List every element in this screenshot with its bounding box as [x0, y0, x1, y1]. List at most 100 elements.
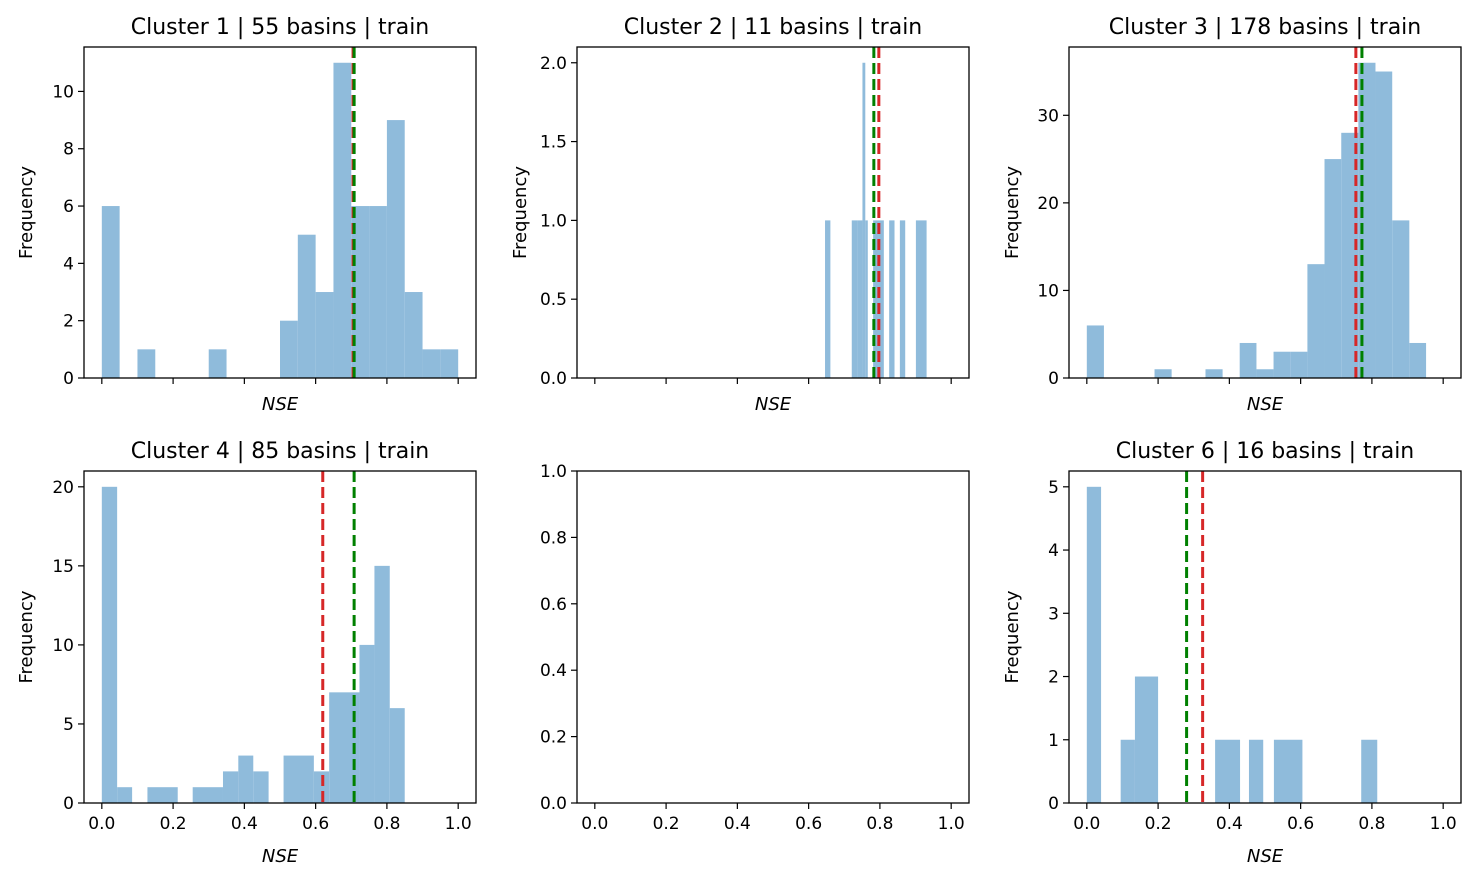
subplot-5: 0.0 0.2 0.4 0.6 0.8 1.0 0.0 0.2 0.4 0.6 0.8 1.0: [540, 462, 970, 834]
y-tick-label: 2: [1048, 668, 1059, 688]
histogram-bar: [1392, 220, 1410, 378]
histogram-bar: [313, 771, 330, 803]
y-tick-label: 20: [1037, 194, 1059, 214]
histogram-bar: [862, 62, 866, 378]
histogram-bar: [865, 220, 868, 378]
plot-area: [825, 47, 927, 378]
histogram-bar: [315, 292, 334, 378]
histogram-bar: [1307, 264, 1325, 378]
x-tick-label: 0.4: [724, 814, 751, 834]
y-tick-label: 2.0: [540, 54, 567, 74]
axes-frame: [1068, 470, 1462, 804]
histogram-bar: [1273, 351, 1291, 378]
y-tick-label: 5: [63, 715, 74, 735]
y-axis-label: Frequency: [1002, 590, 1023, 683]
y-tick-label: 10: [1037, 281, 1059, 301]
histogram-bar: [825, 220, 831, 378]
x-tick-label: 0.0: [581, 814, 608, 834]
histogram-bar: [1409, 342, 1427, 378]
histogram-bar: [238, 755, 254, 803]
histogram-bar: [253, 771, 269, 803]
x-tick-label: 0.8: [866, 814, 893, 834]
y-tick-label: 8: [63, 140, 74, 160]
histogram-bar: [1134, 676, 1159, 803]
histogram-bar: [1273, 739, 1303, 803]
histogram-bar: [192, 787, 223, 803]
x-tick-label: 1.0: [445, 814, 472, 834]
histogram-bar: [137, 349, 156, 378]
y-axis-label: Frequency: [16, 590, 37, 683]
x-axis-label: NSE: [262, 846, 299, 867]
y-tick-label: 1.0: [540, 462, 567, 482]
x-tick-label: 0.6: [1287, 814, 1314, 834]
axes-frame: [83, 470, 477, 804]
y-tick-label: 0.4: [540, 661, 567, 681]
subplot-4: 0.0 0.2 0.4 0.6 0.8 1.0 0 5 10 15 20 Cluster 4 | 85…: [16, 439, 477, 867]
y-axis-label: Frequency: [16, 166, 37, 259]
x-tick-label: 0.8: [373, 814, 400, 834]
subplot-1: 0 2 4 6 8 10 Cluster 1 | 55 basins | train NSE F…: [16, 15, 477, 415]
x-axis-label: NSE: [1247, 394, 1284, 415]
x-tick-label: 0.4: [231, 814, 258, 834]
y-tick-label: 20: [52, 478, 74, 498]
histogram-bar: [1375, 71, 1393, 378]
x-tick-label: 1.0: [938, 814, 965, 834]
histogram-bar: [1086, 325, 1104, 378]
x-tick-label: 0.2: [653, 814, 680, 834]
y-tick-label: 4: [63, 254, 74, 274]
plot-area: [101, 47, 459, 378]
histogram-bar: [851, 220, 858, 378]
x-tick-label: 1.0: [1430, 814, 1457, 834]
x-tick-label: 0.6: [795, 814, 822, 834]
histogram-bar: [359, 644, 375, 803]
axes-frame: [1068, 46, 1462, 379]
histogram-bar: [1358, 62, 1376, 378]
x-tick-label: 0.6: [302, 814, 329, 834]
histogram-bar: [1361, 739, 1378, 803]
histogram-bar: [1215, 739, 1241, 803]
histogram-bar: [374, 565, 390, 803]
x-tick-label: 0.0: [88, 814, 115, 834]
y-tick-label: 3: [1048, 604, 1059, 624]
x-tick-label: 0.0: [1073, 814, 1100, 834]
subplot-title: Cluster 6 | 16 basins | train: [1116, 439, 1415, 464]
histogram-bar: [878, 220, 884, 378]
histogram-bar: [899, 220, 906, 378]
histogram-bar: [297, 234, 316, 378]
x-tick-label: 0.4: [1216, 814, 1243, 834]
plot-area: [1086, 47, 1427, 378]
histogram-bar: [873, 220, 879, 378]
x-axis-label: NSE: [1247, 846, 1284, 867]
y-tick-label: 0: [1048, 369, 1059, 389]
y-tick-label: 0: [63, 369, 74, 389]
axes-frame: [83, 46, 477, 379]
histogram-bar: [404, 292, 423, 378]
y-tick-label: 0.0: [540, 369, 567, 389]
histogram-bar: [915, 220, 927, 378]
histogram-bar: [280, 320, 298, 378]
y-tick-label: 2: [63, 312, 74, 332]
histogram-bar: [1248, 739, 1264, 803]
y-tick-label: 0.8: [540, 528, 567, 548]
subplot-6: 0.0 0.2 0.4 0.6 0.8 1.0 0 1 2 3 4 5 Cluster 6 | 16 b…: [1002, 439, 1462, 867]
y-tick-label: 5: [1048, 478, 1059, 498]
y-tick-label: 30: [1037, 106, 1059, 126]
histogram-bar: [1086, 486, 1102, 803]
histogram-bar: [101, 206, 120, 378]
histogram-bar: [283, 755, 314, 803]
y-tick-label: 0: [1048, 794, 1059, 814]
x-tick-label: 0.8: [1358, 814, 1385, 834]
histogram-bar: [1205, 369, 1223, 378]
histogram-bar: [1324, 159, 1342, 378]
x-axis-label: NSE: [755, 394, 792, 415]
y-tick-label: 0.5: [540, 290, 567, 310]
subplot-title: Cluster 2 | 11 basins | train: [624, 15, 923, 40]
axes-frame: [576, 46, 970, 379]
histogram-bar: [101, 486, 118, 803]
histogram-bar: [147, 787, 178, 803]
plot-area: [101, 471, 405, 803]
histogram-bar: [1239, 342, 1257, 378]
histogram-bar: [386, 120, 405, 378]
y-axis-label: Frequency: [1002, 166, 1023, 259]
